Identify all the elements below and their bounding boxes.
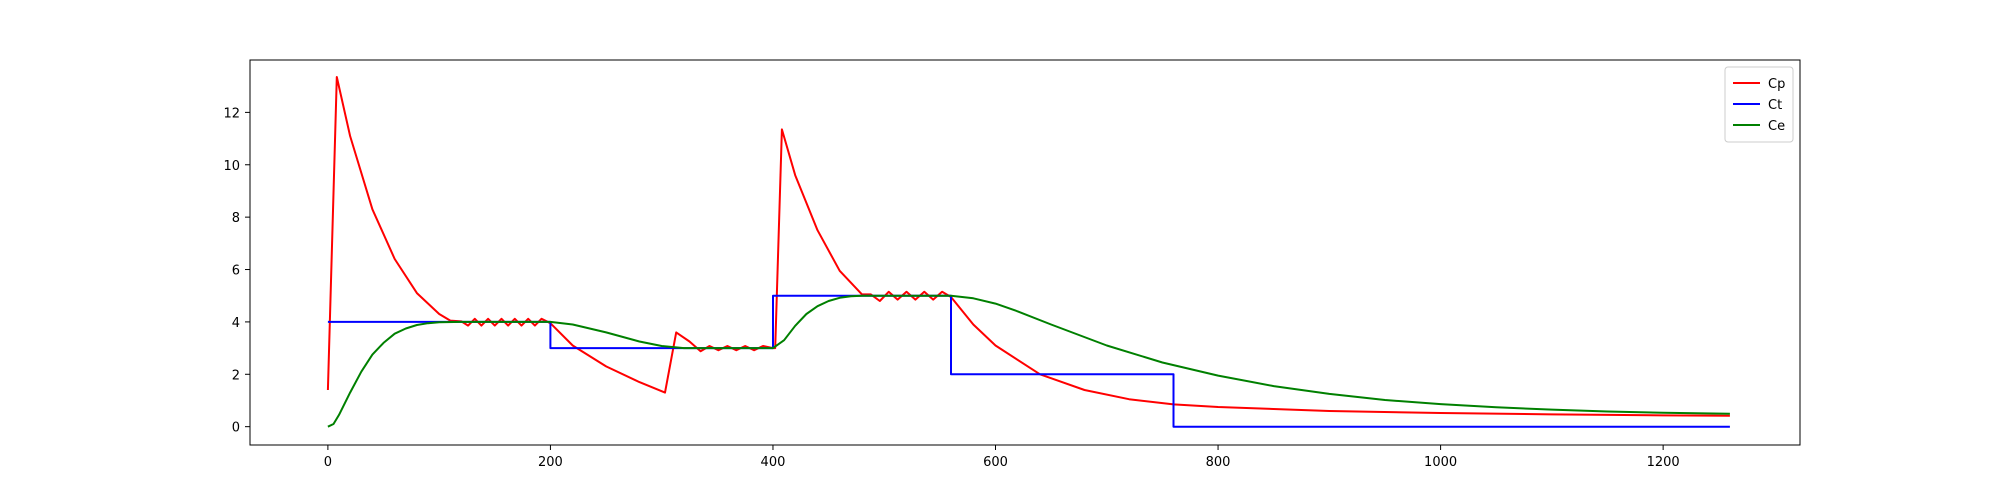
legend-label-cp: Cp [1768, 77, 1785, 92]
x-tick-label: 1200 [1647, 455, 1680, 470]
legend: Cp Ct Ce [1724, 66, 1794, 143]
y-tick-label: 0 [232, 421, 240, 436]
x-tick-label: 400 [761, 455, 786, 470]
x-tick-label: 1000 [1424, 455, 1457, 470]
x-tick-label: 800 [1206, 455, 1231, 470]
series-line-cp [326, 76, 1730, 417]
legend-label-ce: Ce [1768, 119, 1785, 134]
series-line-ce [327, 294, 1730, 428]
y-axis: 0 2 4 6 8 10 12 [223, 106, 250, 436]
x-tick-label: 200 [538, 455, 563, 470]
y-tick-label: 10 [223, 159, 240, 174]
x-tick-label: 0 [324, 455, 332, 470]
series-layer [326, 76, 1730, 428]
y-tick-label: 2 [232, 368, 240, 383]
y-tick-label: 8 [232, 211, 240, 226]
legend-label-ct: Ct [1768, 98, 1782, 113]
y-tick-label: 4 [232, 316, 240, 331]
x-tick-label: 600 [983, 455, 1008, 470]
y-tick-label: 6 [232, 264, 240, 279]
y-tick-label: 12 [223, 106, 240, 121]
plot-area-frame [249, 59, 1801, 446]
x-axis: 0 200 400 600 800 1000 1200 [324, 445, 1680, 470]
